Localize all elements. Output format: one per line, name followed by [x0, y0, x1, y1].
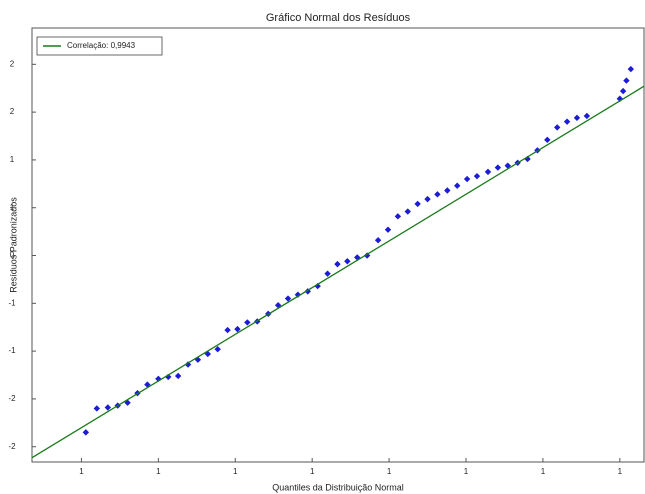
- y-tick-label: 2: [10, 107, 15, 116]
- x-tick-label: 1: [541, 467, 546, 476]
- plot-frame: [31, 27, 645, 463]
- data-point: [473, 172, 481, 180]
- legend-box: [36, 36, 163, 56]
- data-point: [444, 187, 451, 194]
- y-tick-label: -2: [8, 442, 16, 451]
- data-point: [374, 237, 382, 244]
- data-point: [623, 77, 630, 84]
- y-tick-label: 1: [10, 203, 15, 212]
- data-point: [324, 270, 331, 277]
- data-point: [484, 168, 492, 176]
- x-tick-label: 1: [618, 467, 623, 476]
- data-point: [494, 164, 502, 171]
- data-point: [384, 226, 392, 233]
- data-point: [619, 87, 627, 95]
- data-point: [454, 182, 461, 189]
- data-point: [214, 345, 221, 353]
- x-tick-label: 1: [233, 467, 238, 476]
- data-point: [404, 208, 411, 215]
- data-point: [414, 200, 421, 208]
- data-point: [284, 295, 292, 302]
- data-point: [234, 325, 241, 333]
- y-tick-label: -2: [8, 394, 16, 403]
- data-point: [544, 136, 551, 144]
- x-tick-label: 1: [156, 467, 161, 476]
- data-point: [627, 65, 635, 73]
- data-point: [82, 429, 90, 436]
- chart-title: Gráfico Normal dos Resíduos: [266, 12, 411, 24]
- legend-label: Correlação: 0,9943: [67, 41, 136, 50]
- y-tick-label: 0: [10, 251, 15, 260]
- data-point: [573, 114, 581, 122]
- data-point: [563, 118, 571, 125]
- x-tick-label: 1: [464, 467, 469, 476]
- y-tick-label: 1: [10, 155, 15, 164]
- y-tick-label: -1: [8, 346, 16, 355]
- data-point: [334, 260, 341, 268]
- y-tick-label: 2: [10, 59, 15, 68]
- data-point: [553, 124, 561, 131]
- x-tick-label: 1: [310, 467, 315, 476]
- data-point: [244, 319, 251, 326]
- x-tick-label: 1: [79, 467, 84, 476]
- data-point: [104, 404, 112, 411]
- data-point: [434, 191, 441, 198]
- data-point: [314, 282, 321, 290]
- data-point: [424, 195, 431, 203]
- x-axis-label: Quantiles da Distribuição Normal: [272, 482, 404, 492]
- data-point: [224, 326, 231, 334]
- data-point: [144, 381, 151, 388]
- data-point: [174, 372, 182, 380]
- data-point: [583, 112, 591, 120]
- x-tick-label: 1: [387, 467, 392, 476]
- fit-line: [31, 85, 645, 459]
- data-point: [93, 405, 101, 412]
- y-axis-label: Resíduos Padronizados: [8, 197, 18, 293]
- data-point: [294, 291, 302, 298]
- data-point: [184, 361, 192, 368]
- data-point: [463, 175, 471, 183]
- y-tick-label: -1: [8, 298, 16, 307]
- data-point: [394, 213, 402, 220]
- data-point: [344, 258, 351, 265]
